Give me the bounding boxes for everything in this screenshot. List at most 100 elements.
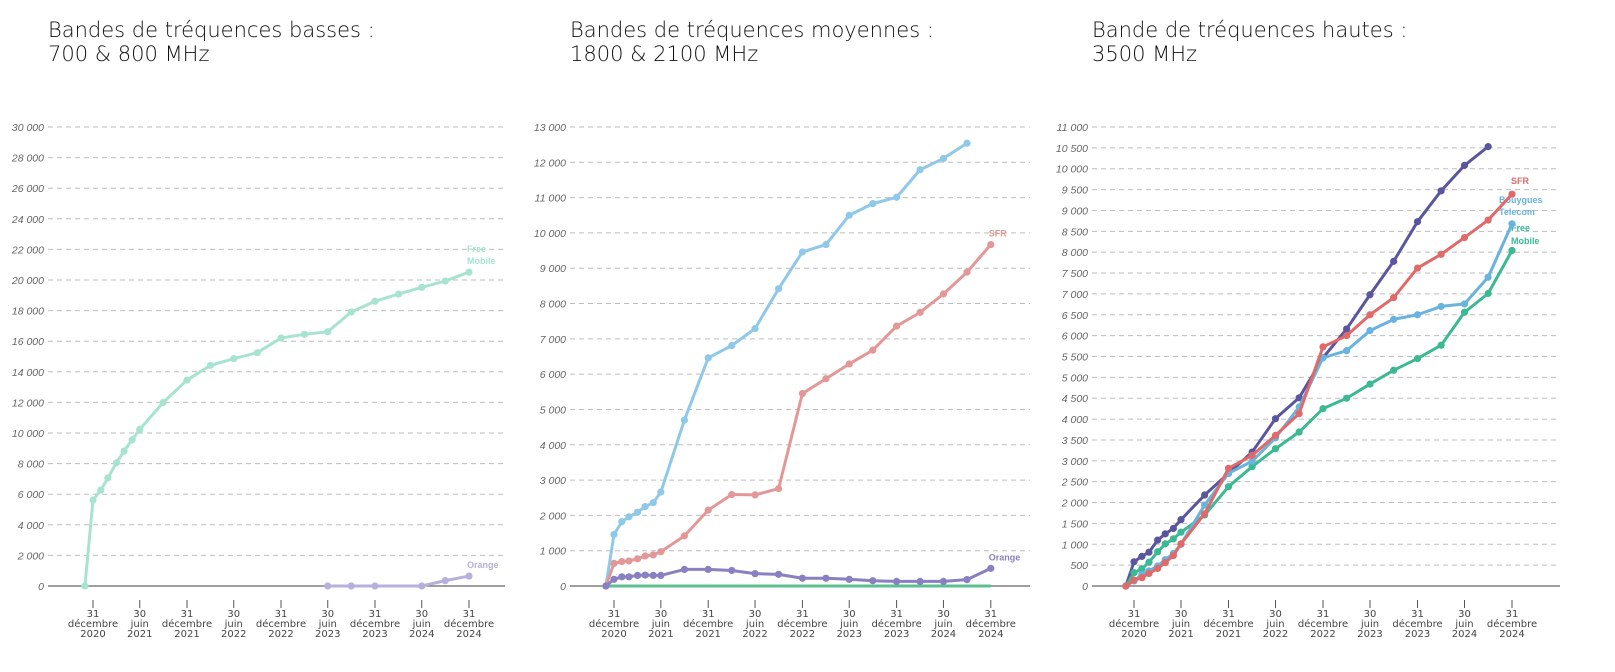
- x-tick-label: 31: [796, 609, 809, 620]
- data-point: [324, 328, 332, 336]
- y-tick-label: 1 000: [1062, 539, 1088, 551]
- series-label: SFR: [1511, 176, 1530, 186]
- y-tick-label: 5 000: [540, 404, 566, 416]
- data-point: [1390, 257, 1398, 265]
- x-tick-label: décembre: [1487, 618, 1537, 630]
- x-tick-label: 2021: [127, 629, 152, 640]
- data-point: [751, 570, 759, 578]
- data-point: [1154, 564, 1162, 573]
- data-point: [324, 582, 332, 590]
- series-label: Free: [467, 244, 486, 254]
- data-point: [120, 447, 128, 455]
- data-point: [893, 193, 901, 201]
- y-tick-label: 9 000: [1062, 205, 1088, 217]
- data-point: [939, 290, 948, 298]
- y-tick-label: 3 000: [1062, 456, 1088, 468]
- data-point: [1484, 273, 1492, 281]
- data-point: [798, 389, 807, 398]
- x-tick-label: décembre: [444, 618, 494, 630]
- x-tick-label: 2022: [742, 629, 767, 640]
- data-point: [1138, 565, 1146, 573]
- y-tick-label: 18 000: [12, 306, 44, 318]
- x-tick-label: 30: [415, 609, 428, 620]
- y-tick-label: 7 500: [1062, 268, 1088, 280]
- data-point: [1224, 464, 1233, 472]
- chart-panel-2: 0 1 000 2 000 3 000 4 000 5 000 6 000 7 000 8 00…: [534, 122, 1030, 640]
- data-point: [1154, 548, 1162, 556]
- x-tick-label: 2023: [362, 629, 387, 640]
- data-point: [1390, 366, 1398, 374]
- data-point: [798, 574, 807, 582]
- x-tick-label: 30: [654, 609, 667, 620]
- data-point: [1177, 540, 1185, 548]
- data-point: [418, 283, 426, 291]
- y-tick-label: 2 000: [17, 550, 44, 562]
- x-tick-label: 2024: [931, 629, 956, 640]
- x-tick-label: 2023: [884, 629, 909, 640]
- data-point: [1343, 347, 1351, 355]
- data-point: [625, 513, 633, 521]
- data-point: [916, 577, 924, 586]
- y-tick-label: 8 000: [540, 299, 566, 311]
- x-tick-label: juin: [1360, 619, 1379, 630]
- data-point: [1224, 483, 1233, 491]
- y-tick-label: 3 500: [1062, 435, 1088, 447]
- x-tick-label: décembre: [966, 618, 1016, 630]
- series-label: Telecom: [1499, 207, 1535, 217]
- x-tick-label: 2020: [80, 629, 105, 640]
- data-point: [1295, 428, 1303, 436]
- data-point: [1177, 528, 1185, 536]
- data-point: [1484, 143, 1492, 151]
- data-point: [845, 575, 853, 583]
- x-tick-label: décembre: [589, 618, 639, 630]
- x-tick-label: décembre: [350, 618, 400, 630]
- x-tick-label: 2021: [1168, 629, 1193, 640]
- y-tick-label: 20 000: [11, 275, 44, 287]
- title-line: Bandes de tréquences basses :: [48, 18, 375, 42]
- y-tick-label: 8 000: [18, 459, 44, 471]
- data-point: [1343, 325, 1351, 333]
- data-point: [963, 576, 971, 584]
- data-point: [1319, 343, 1327, 351]
- data-point: [1390, 294, 1398, 302]
- x-tick-label: juin: [1265, 619, 1284, 630]
- title-line: 700 & 800 MHz: [48, 42, 210, 66]
- y-tick-label: 6 000: [540, 369, 566, 381]
- y-tick-label: 3 000: [540, 475, 566, 487]
- y-tick-label: 10 000: [12, 428, 44, 440]
- y-tick-label: 5 500: [1062, 352, 1088, 364]
- data-point: [625, 573, 633, 581]
- y-tick-label: 6 000: [18, 489, 44, 501]
- data-point: [633, 571, 642, 580]
- series-line: [604, 243, 992, 587]
- x-tick-label: 2023: [1405, 629, 1430, 640]
- data-point: [680, 565, 688, 574]
- x-tick-label: 31: [1128, 609, 1141, 620]
- x-tick-label: 2020: [601, 629, 626, 640]
- x-tick-label: 30: [133, 609, 146, 620]
- data-point: [1130, 558, 1138, 566]
- data-point: [657, 548, 665, 556]
- data-point: [253, 349, 261, 357]
- y-tick-label: 4 000: [1062, 414, 1088, 426]
- data-point: [206, 361, 215, 369]
- series-label: Free: [1511, 223, 1530, 233]
- data-point: [869, 346, 877, 354]
- x-tick-label: décembre: [871, 618, 921, 630]
- x-tick-label: 31: [275, 609, 288, 620]
- data-point: [704, 506, 712, 514]
- data-point: [869, 200, 877, 208]
- data-point: [1366, 380, 1374, 388]
- data-point: [822, 240, 830, 249]
- x-tick-label: 31: [1506, 609, 1519, 620]
- y-tick-label: 1 000: [540, 546, 566, 558]
- series-sfr: SFR: [602, 229, 1007, 590]
- x-tick-label: juin: [224, 619, 243, 630]
- data-point: [441, 577, 449, 585]
- data-point: [1169, 524, 1177, 533]
- y-tick-label: 26 000: [11, 183, 44, 195]
- data-point: [625, 557, 633, 565]
- data-point: [1130, 576, 1138, 584]
- x-tick-label: 2022: [268, 629, 293, 640]
- x-tick-label: 30: [1175, 609, 1188, 620]
